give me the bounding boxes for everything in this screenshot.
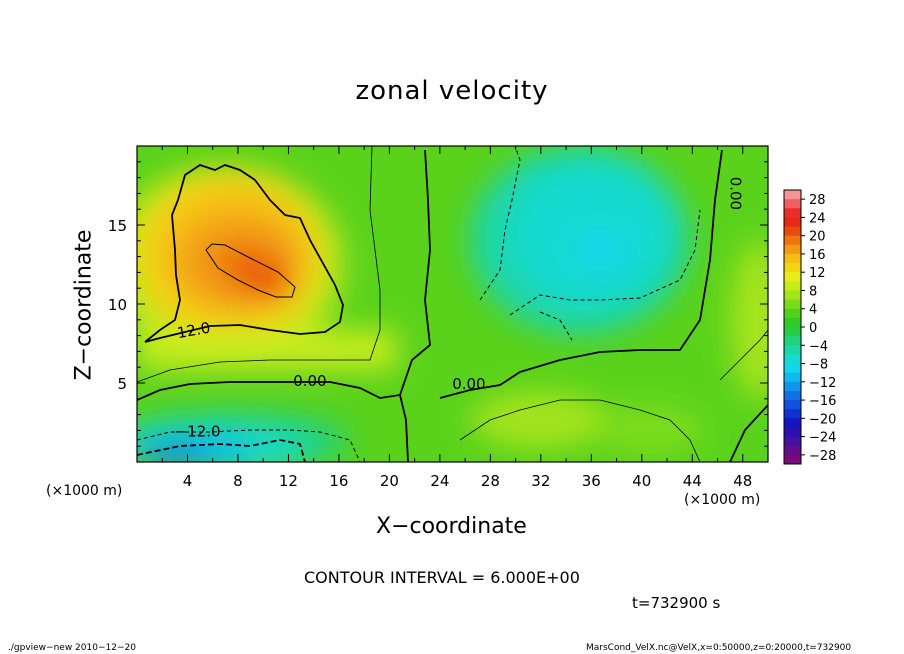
y-tick-label: 15 xyxy=(108,217,127,235)
colorbar-label: 12 xyxy=(809,266,826,281)
footer-right: MarsCond_VelX.nc@VelX,x=0:50000,z=0:2000… xyxy=(586,643,852,653)
colorbar-label: 24 xyxy=(809,211,826,226)
colorbar-label: 28 xyxy=(809,193,826,208)
x-axis-label: X−coordinate xyxy=(376,514,527,539)
x-tick-label: 32 xyxy=(531,472,550,490)
colorbar-label: −4 xyxy=(809,339,828,354)
x-tick-label: 16 xyxy=(329,472,348,490)
colorbar-label: −16 xyxy=(809,394,836,409)
colorbar-cell xyxy=(784,336,801,346)
colorbar-cell xyxy=(784,445,801,456)
colorbar-cell xyxy=(784,199,801,209)
colorbar-cell xyxy=(784,281,801,291)
x-tick-label: 24 xyxy=(430,472,449,490)
colorbar-cell xyxy=(784,454,801,465)
chart-title: zonal velocity xyxy=(355,76,549,106)
contour-label: 0.00 xyxy=(293,372,326,390)
colorbar-label: −20 xyxy=(809,412,836,427)
contour-interval: CONTOUR INTERVAL = 6.000E+00 xyxy=(304,568,580,587)
colorbar-cell xyxy=(784,308,801,319)
x-tick-label: 36 xyxy=(582,472,601,490)
colorbar-cell xyxy=(784,272,801,282)
colorbar-label: 0 xyxy=(809,321,817,336)
colorbar-label: 8 xyxy=(809,284,817,299)
colorbar-cell xyxy=(784,409,801,419)
colorbar-cell xyxy=(784,253,801,264)
contour-label: 0.00 xyxy=(727,177,745,210)
colorbar-label: −24 xyxy=(809,431,836,446)
time-stamp: t=732900 s xyxy=(632,594,721,612)
colorbar-label: 4 xyxy=(809,303,817,318)
colorbar-cell xyxy=(784,226,801,237)
colorbar: 28 24 20 16 12 8 4 0 −4 −8 −12 −16 −20 −24 −28 xyxy=(783,189,836,465)
colorbar-label: −8 xyxy=(809,358,828,373)
y-tick-label: 5 xyxy=(117,375,127,393)
x-unit-left: (×1000 m) xyxy=(46,483,123,499)
colorbar-cell xyxy=(784,263,801,273)
colorbar-cell xyxy=(784,327,801,337)
contour-label: 0.00 xyxy=(452,375,485,393)
colorbar-cell xyxy=(784,418,801,428)
x-tick-label: 48 xyxy=(733,472,752,490)
footer-left: ./gpview−new 2010−12−20 xyxy=(8,643,136,653)
colorbar-cell xyxy=(784,208,801,218)
x-tick-label: 8 xyxy=(233,472,243,490)
colorbar-cell xyxy=(784,354,801,365)
x-tick-label: 12 xyxy=(279,472,298,490)
x-tick-label: 40 xyxy=(632,472,651,490)
colorbar-cell xyxy=(784,217,801,228)
x-unit-right: (×1000 m) xyxy=(684,492,761,508)
contour-label: 12.0 xyxy=(176,319,212,343)
colorbar-label: −12 xyxy=(809,376,836,391)
colorbar-cell xyxy=(784,390,801,401)
colorbar-label: 20 xyxy=(809,230,826,245)
colorbar-cell xyxy=(784,244,801,255)
contour-label: −12.0 xyxy=(175,422,221,440)
colorbar-cell xyxy=(784,372,801,383)
x-tick-label: 4 xyxy=(183,472,193,490)
y-tick-label: 10 xyxy=(108,296,127,314)
x-tick-label: 28 xyxy=(481,472,500,490)
colorbar-cell xyxy=(784,381,801,392)
colorbar-cell xyxy=(784,427,801,438)
colorbar-cell xyxy=(784,436,801,447)
colorbar-label: 16 xyxy=(809,248,826,263)
x-tick-label: 20 xyxy=(380,472,399,490)
colorbar-cell xyxy=(784,290,801,301)
colorbar-cell xyxy=(784,235,801,246)
colorbar-cell xyxy=(784,317,801,328)
colorbar-cell xyxy=(784,299,801,310)
colorbar-cell xyxy=(784,400,801,410)
velocity-field xyxy=(137,146,768,462)
colorbar-label: −28 xyxy=(809,449,836,464)
x-tick-label: 44 xyxy=(683,472,702,490)
colorbar-cell xyxy=(784,363,801,374)
colorbar-cell xyxy=(784,345,801,355)
colorbar-cell xyxy=(784,190,801,200)
